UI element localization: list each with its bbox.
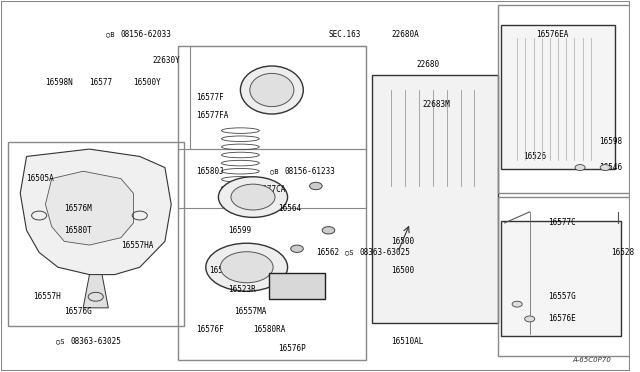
Text: 16557MA: 16557MA [234,307,266,316]
Polygon shape [20,149,172,275]
Text: 16510AL: 16510AL [391,337,424,346]
Text: 16576F: 16576F [196,326,224,334]
Text: ○B: ○B [106,32,115,38]
Text: 16564: 16564 [278,203,301,213]
Text: 16500: 16500 [391,237,415,246]
Text: SEC.163: SEC.163 [328,30,361,39]
Circle shape [291,245,303,253]
Text: 16500: 16500 [391,266,415,275]
Text: 08363-63025: 08363-63025 [360,248,411,257]
Circle shape [575,164,585,170]
FancyBboxPatch shape [269,273,325,299]
Polygon shape [45,171,134,245]
Ellipse shape [241,66,303,114]
Text: 16598N: 16598N [45,78,73,87]
Text: 16577FB: 16577FB [209,266,241,275]
Text: 16598: 16598 [599,137,622,146]
Text: 16526: 16526 [524,152,547,161]
Circle shape [218,177,287,217]
Text: A-65C0P70: A-65C0P70 [573,357,611,363]
Text: 16576G: 16576G [64,307,92,316]
Text: 16546: 16546 [599,163,622,172]
Circle shape [220,252,273,283]
Text: 08156-62033: 08156-62033 [121,30,172,39]
Text: 16578: 16578 [266,89,289,98]
FancyBboxPatch shape [372,75,499,323]
Text: 16576E: 16576E [548,314,577,323]
Text: 22683M: 22683M [423,100,451,109]
Text: 16562: 16562 [316,248,339,257]
Text: 16580T: 16580T [64,226,92,235]
Text: 16528: 16528 [611,248,635,257]
Text: 16599: 16599 [228,226,251,235]
Text: 16577FA: 16577FA [196,111,228,121]
Text: 16576M: 16576M [64,203,92,213]
Circle shape [310,182,322,190]
Text: ○S: ○S [56,338,64,344]
Text: 16557H: 16557H [33,292,61,301]
Text: 16580J: 16580J [196,167,224,176]
Circle shape [600,164,610,170]
Text: ○B: ○B [269,168,278,174]
Polygon shape [83,275,108,308]
Text: 16577F: 16577F [196,93,224,102]
Text: ○S: ○S [345,250,354,256]
Text: 08156-61233: 08156-61233 [284,167,335,176]
Circle shape [322,227,335,234]
Circle shape [512,301,522,307]
Circle shape [231,184,275,210]
FancyBboxPatch shape [501,221,621,336]
Text: 16577CA: 16577CA [253,185,285,194]
Text: 16580RA: 16580RA [253,326,285,334]
Text: 16557HA: 16557HA [121,241,153,250]
Text: 16523R: 16523R [228,285,255,294]
FancyBboxPatch shape [501,25,614,169]
Text: 16588M: 16588M [297,285,324,294]
Text: 16576P: 16576P [278,344,306,353]
Text: 22680A: 22680A [391,30,419,39]
Ellipse shape [250,73,294,107]
Text: 22680: 22680 [417,60,440,69]
Circle shape [206,243,287,291]
Text: 16577: 16577 [90,78,113,87]
Text: 08363-63025: 08363-63025 [70,337,122,346]
Circle shape [525,316,535,322]
Text: 16577C: 16577C [548,218,577,227]
Text: 16500Y: 16500Y [134,78,161,87]
Text: 16557G: 16557G [548,292,577,301]
Text: 16505A: 16505A [26,174,54,183]
Text: 22630Y: 22630Y [152,56,180,65]
Text: 16576EA: 16576EA [536,30,568,39]
